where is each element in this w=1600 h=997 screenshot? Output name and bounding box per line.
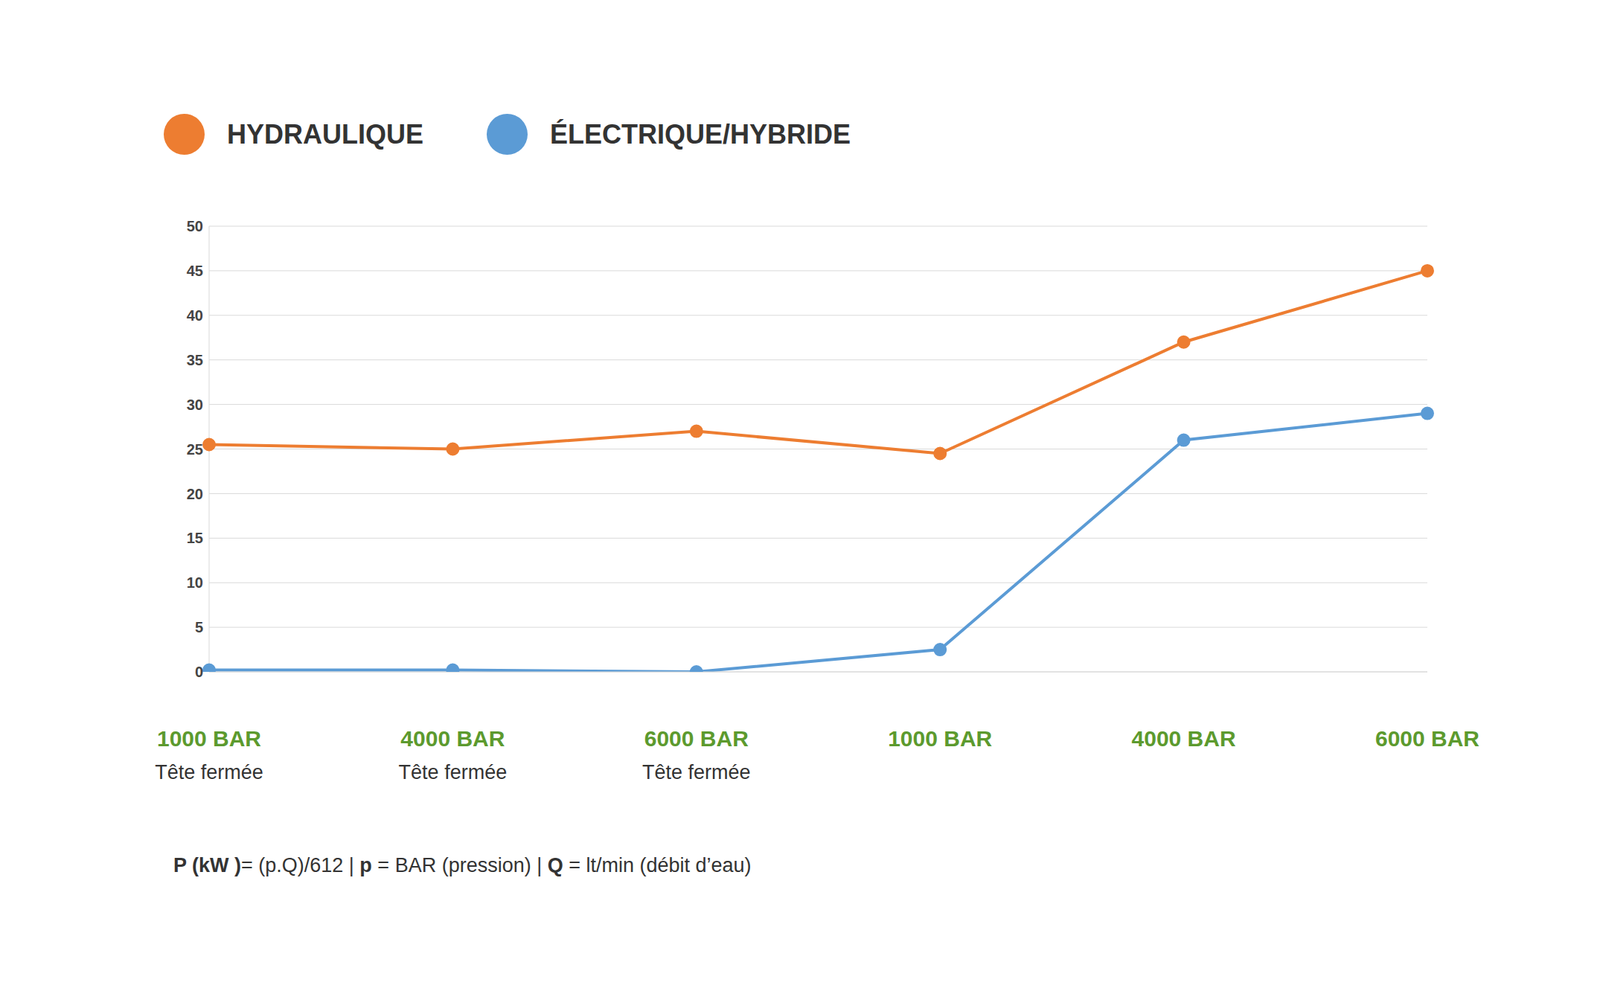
svg-text:Tête fermée: Tête fermée	[154, 761, 264, 784]
svg-text:6000 BAR: 6000 BAR	[1375, 726, 1480, 751]
html-text:P (kW ) = (p.Q)/612 | p = BAR: P (kW ) = (p.Q)/612 | p = BAR (pression)…	[173, 854, 752, 877]
svg-text:45: 45	[186, 262, 204, 280]
svg-text:25: 25	[186, 441, 204, 458]
svg-text:0: 0	[194, 663, 204, 681]
svg-text:50: 50	[186, 218, 204, 235]
svg-text:6000 BAR: 6000 BAR	[644, 726, 749, 751]
svg-text:4000 BAR: 4000 BAR	[1131, 726, 1237, 751]
svg-text:Tête fermée: Tête fermée	[642, 761, 751, 784]
svg-text:1000 BAR: 1000 BAR	[157, 726, 262, 751]
svg-text:1000 BAR: 1000 BAR	[887, 726, 992, 751]
svg-text:30: 30	[186, 396, 204, 414]
svg-text:5: 5	[194, 619, 204, 636]
svg-text:35: 35	[186, 352, 204, 369]
svg-text:40: 40	[186, 307, 204, 324]
html-text:ÉLECTRIQUE/HYBRIDE: ÉLECTRIQUE/HYBRIDE	[549, 118, 851, 150]
svg-text:15: 15	[186, 529, 204, 547]
svg-text:10: 10	[186, 574, 204, 591]
svg-text:4000 BAR: 4000 BAR	[400, 726, 505, 751]
html-text:HYDRAULIQUE: HYDRAULIQUE	[226, 118, 424, 150]
svg-text:Tête fermée: Tête fermée	[398, 761, 508, 784]
svg-text:20: 20	[186, 485, 204, 503]
